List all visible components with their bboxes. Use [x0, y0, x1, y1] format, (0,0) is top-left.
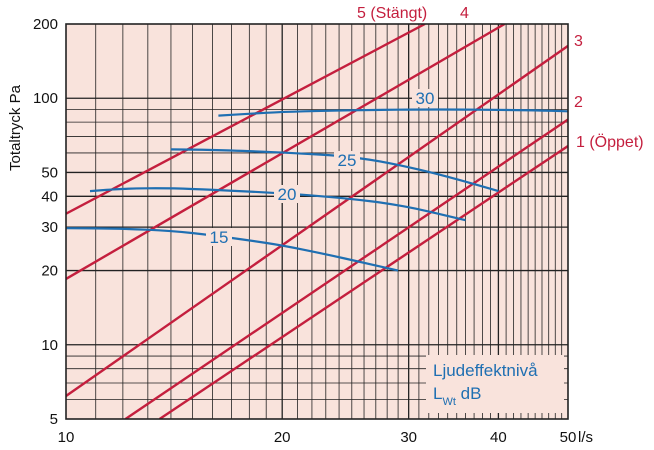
y-tick-label: 50	[41, 164, 58, 181]
sound-label-bg	[412, 89, 438, 107]
damper-line	[66, 24, 426, 215]
sound-lines	[66, 108, 568, 272]
sound-label-bg	[334, 151, 360, 169]
y-tick-label: 200	[33, 16, 58, 33]
y-axis-label: Totaltryck Pa	[7, 84, 24, 171]
sound-label: 15	[210, 228, 229, 247]
legend: Ljudeffektnivå LWt dB	[426, 355, 564, 413]
x-tick-label: 20	[274, 429, 291, 446]
x-axis-ticks: 10 20 30 40 50	[58, 429, 577, 446]
y-tick-label: 30	[41, 219, 58, 236]
legend-line1: Ljudeffektnivå	[433, 361, 538, 380]
damper-lines	[66, 24, 568, 419]
sound-curve	[218, 108, 568, 117]
plot-frame	[65, 23, 569, 420]
y-axis-ticks: 5 10 20 30 40 50 100 200	[33, 16, 58, 428]
damper-line	[158, 145, 568, 419]
y-tick-label: 20	[41, 263, 58, 280]
sound-label: 25	[338, 151, 357, 170]
y-tick-label: 5	[50, 411, 58, 428]
x-tick-label: 50	[560, 429, 577, 446]
sound-label: 30	[416, 89, 435, 108]
y-tick-label: 10	[41, 337, 58, 354]
damper-label: 2	[574, 94, 583, 111]
damper-label: 5 (Stängt)	[357, 5, 427, 22]
damper-label: 1 (Öppet)	[576, 133, 644, 151]
sound-curve	[89, 187, 466, 222]
sound-label-bg	[274, 185, 300, 203]
x-tick-label: 40	[490, 429, 507, 446]
damper-label: 4	[460, 5, 469, 22]
y-tick-label: 40	[41, 188, 58, 205]
sound-label: 20	[278, 185, 297, 204]
damper-label: 3	[574, 33, 583, 50]
legend-box	[426, 355, 564, 413]
damper-labels: 1 (Öppet) 2 3 5 (Stängt) 4	[357, 5, 644, 151]
sound-labels: 15 20 25 30	[206, 89, 438, 247]
grid-minor-x	[95, 24, 563, 419]
x-tick-label: 30	[400, 429, 417, 446]
legend-line2: LWt dB	[433, 384, 481, 408]
x-unit-label: l/s	[578, 429, 593, 446]
damper-line	[124, 118, 568, 419]
y-tick-label: 100	[33, 90, 58, 107]
sound-label-bg	[206, 228, 232, 246]
damper-line	[66, 24, 506, 280]
damper-line	[66, 44, 568, 397]
x-tick-label: 10	[58, 429, 75, 446]
sound-curve	[170, 148, 499, 193]
